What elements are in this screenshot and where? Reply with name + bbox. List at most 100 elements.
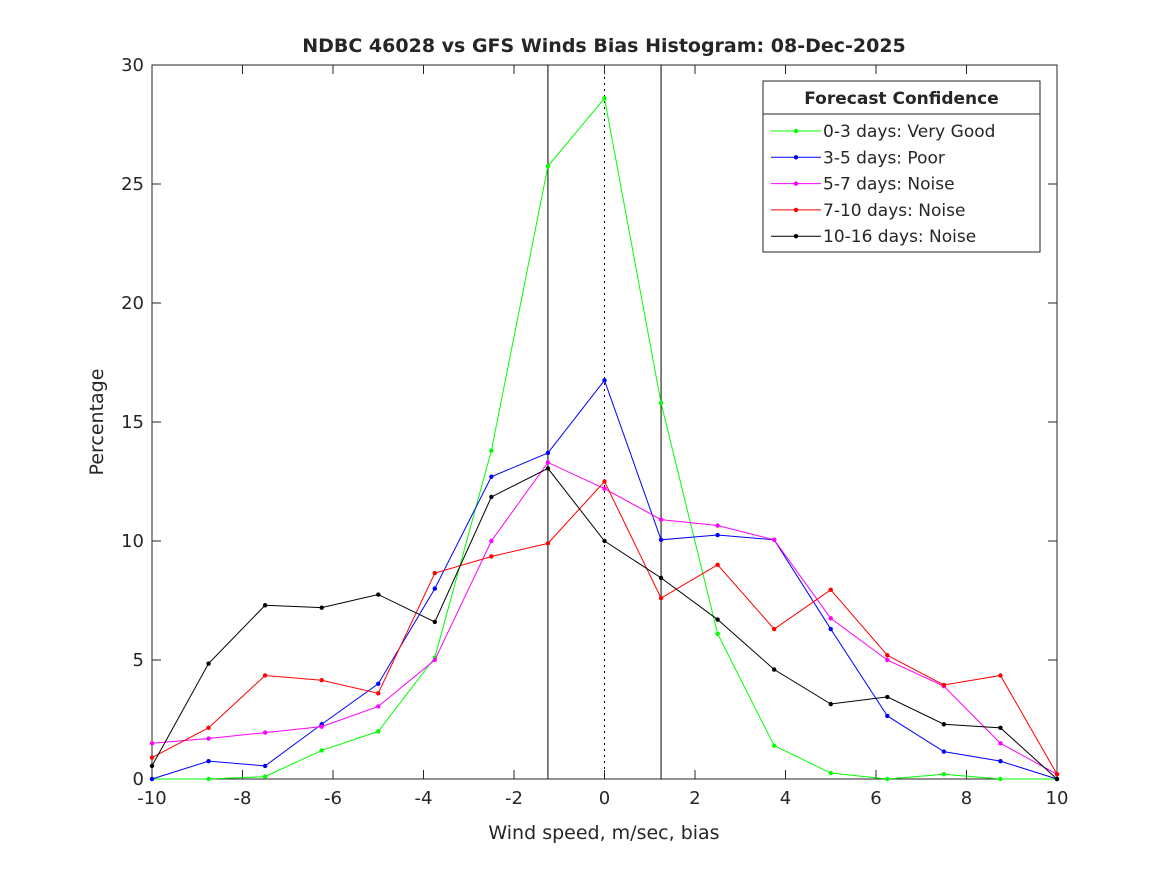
data-point bbox=[376, 681, 381, 686]
data-point bbox=[885, 653, 890, 658]
data-point bbox=[715, 617, 720, 622]
data-point bbox=[149, 776, 155, 782]
data-point bbox=[262, 774, 268, 779]
data-point bbox=[998, 725, 1003, 731]
data-point bbox=[1054, 772, 1060, 777]
y-tick-label: 25 bbox=[121, 174, 144, 195]
x-tick-label: -4 bbox=[415, 788, 433, 809]
data-point bbox=[941, 749, 947, 754]
data-point bbox=[545, 460, 551, 465]
y-axis-label: Percentage bbox=[86, 369, 108, 476]
legend-marker bbox=[793, 207, 799, 213]
x-tick-label: 0 bbox=[599, 788, 610, 809]
y-tick-label: 0 bbox=[133, 769, 144, 790]
x-tick-label: 2 bbox=[689, 788, 700, 809]
data-point bbox=[432, 570, 438, 576]
data-point bbox=[602, 538, 607, 544]
data-point bbox=[545, 466, 551, 471]
data-point bbox=[998, 673, 1003, 678]
legend-title: Forecast Confidence bbox=[804, 89, 999, 109]
data-point bbox=[262, 673, 268, 678]
data-point bbox=[319, 748, 324, 753]
x-tick-label: 4 bbox=[780, 788, 791, 809]
data-point bbox=[489, 554, 494, 559]
data-point bbox=[262, 603, 268, 608]
data-point bbox=[602, 486, 607, 491]
legend-box bbox=[762, 80, 1041, 253]
data-point bbox=[658, 595, 664, 601]
x-tick-label: -2 bbox=[505, 788, 523, 809]
data-point bbox=[206, 758, 211, 764]
data-point bbox=[941, 772, 947, 777]
data-point bbox=[715, 532, 720, 538]
data-point bbox=[715, 562, 720, 567]
data-point bbox=[489, 448, 494, 453]
data-point bbox=[998, 758, 1003, 764]
data-point bbox=[206, 776, 211, 782]
y-tick-label: 5 bbox=[133, 650, 144, 671]
data-point bbox=[319, 678, 324, 683]
data-point bbox=[771, 667, 777, 672]
data-point bbox=[941, 722, 947, 727]
legend-marker bbox=[793, 128, 799, 134]
legend-marker bbox=[793, 234, 799, 239]
data-point bbox=[828, 701, 833, 707]
data-point bbox=[941, 682, 947, 688]
data-point bbox=[376, 704, 381, 709]
data-point bbox=[319, 724, 324, 729]
data-point bbox=[885, 776, 890, 782]
data-point bbox=[262, 730, 268, 735]
legend-item: 10-16 days: Noise bbox=[771, 227, 976, 247]
data-point bbox=[771, 743, 777, 748]
data-point bbox=[658, 575, 664, 581]
legend-label: 0-3 days: Very Good bbox=[823, 122, 995, 142]
data-point bbox=[998, 776, 1003, 782]
x-tick-label: -10 bbox=[137, 788, 166, 809]
x-tick-label: 10 bbox=[1046, 788, 1069, 809]
data-point bbox=[885, 713, 890, 719]
legend-item: 5-7 days: Noise bbox=[771, 175, 955, 195]
x-tick-label: 8 bbox=[961, 788, 972, 809]
data-point bbox=[262, 763, 268, 769]
x-axis-label: Wind speed, m/sec, bias bbox=[488, 822, 719, 844]
data-point bbox=[715, 631, 720, 637]
data-point bbox=[432, 619, 438, 625]
data-point bbox=[658, 537, 664, 543]
chart-title: NDBC 46028 vs GFS Winds Bias Histogram: … bbox=[302, 35, 906, 57]
y-tick-label: 20 bbox=[121, 293, 144, 314]
data-point bbox=[602, 96, 607, 101]
data-point bbox=[658, 400, 664, 406]
data-point bbox=[489, 538, 494, 544]
data-point bbox=[489, 494, 494, 500]
legend-marker bbox=[793, 155, 799, 160]
series-4 bbox=[149, 466, 1060, 782]
data-point bbox=[1054, 776, 1060, 782]
legend-marker bbox=[793, 181, 799, 186]
data-point bbox=[206, 725, 211, 731]
data-point bbox=[545, 163, 551, 169]
data-point bbox=[376, 729, 381, 734]
data-point bbox=[432, 586, 438, 591]
data-point bbox=[828, 587, 833, 592]
data-point bbox=[602, 479, 607, 484]
data-point bbox=[885, 694, 890, 700]
data-point bbox=[545, 541, 551, 546]
data-point bbox=[828, 616, 833, 621]
x-tick-label: -6 bbox=[324, 788, 342, 809]
data-point bbox=[828, 770, 833, 776]
data-point bbox=[376, 691, 381, 696]
y-tick-label: 10 bbox=[121, 531, 144, 552]
data-point bbox=[602, 378, 607, 383]
y-tick-label: 15 bbox=[121, 412, 144, 433]
data-point bbox=[771, 626, 777, 632]
x-tick-label: -8 bbox=[234, 788, 252, 809]
series-3 bbox=[149, 479, 1060, 777]
data-point bbox=[432, 657, 438, 663]
data-point bbox=[545, 450, 551, 456]
legend-label: 3-5 days: Poor bbox=[823, 148, 945, 168]
series-1 bbox=[149, 378, 1060, 782]
legend-item: 0-3 days: Very Good bbox=[771, 122, 995, 142]
data-point bbox=[715, 523, 720, 528]
